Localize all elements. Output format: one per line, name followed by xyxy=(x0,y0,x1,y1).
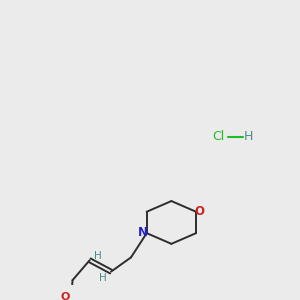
Text: Cl: Cl xyxy=(212,130,225,143)
Text: H: H xyxy=(99,273,107,283)
Text: H: H xyxy=(94,251,101,261)
Text: N: N xyxy=(138,226,148,239)
Text: O: O xyxy=(60,292,70,300)
Text: O: O xyxy=(195,205,205,218)
Text: H: H xyxy=(244,130,253,143)
